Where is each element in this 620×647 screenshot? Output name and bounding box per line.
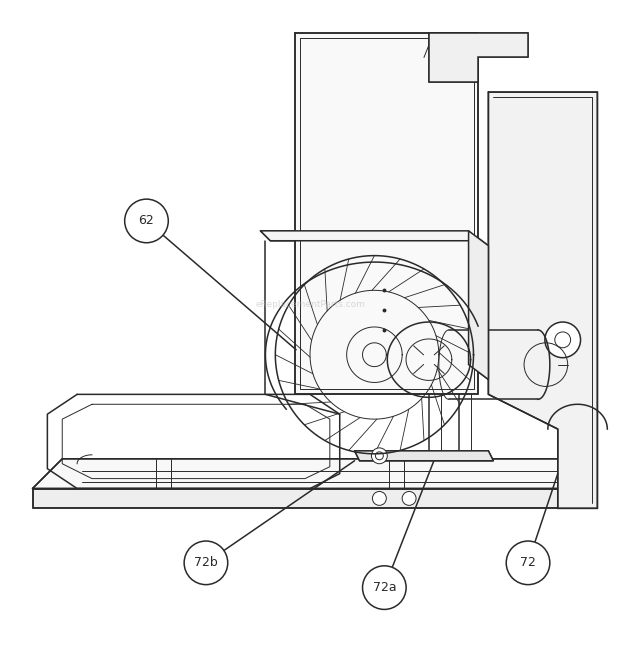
Text: eReplacementParts.com: eReplacementParts.com: [255, 300, 365, 309]
Polygon shape: [558, 459, 588, 509]
Polygon shape: [469, 231, 489, 380]
Circle shape: [402, 492, 416, 505]
Polygon shape: [355, 451, 494, 461]
Circle shape: [184, 541, 228, 585]
Text: 72: 72: [520, 556, 536, 569]
Circle shape: [363, 566, 406, 609]
Circle shape: [373, 492, 386, 505]
Polygon shape: [32, 459, 588, 488]
Circle shape: [506, 541, 550, 585]
Circle shape: [371, 448, 388, 464]
Text: 62: 62: [139, 214, 154, 228]
Polygon shape: [32, 488, 558, 509]
Polygon shape: [429, 32, 528, 82]
Polygon shape: [489, 92, 598, 509]
Circle shape: [125, 199, 168, 243]
Polygon shape: [260, 231, 479, 241]
Polygon shape: [295, 32, 479, 395]
Text: 72a: 72a: [373, 581, 396, 594]
Circle shape: [545, 322, 580, 358]
Text: 72b: 72b: [194, 556, 218, 569]
